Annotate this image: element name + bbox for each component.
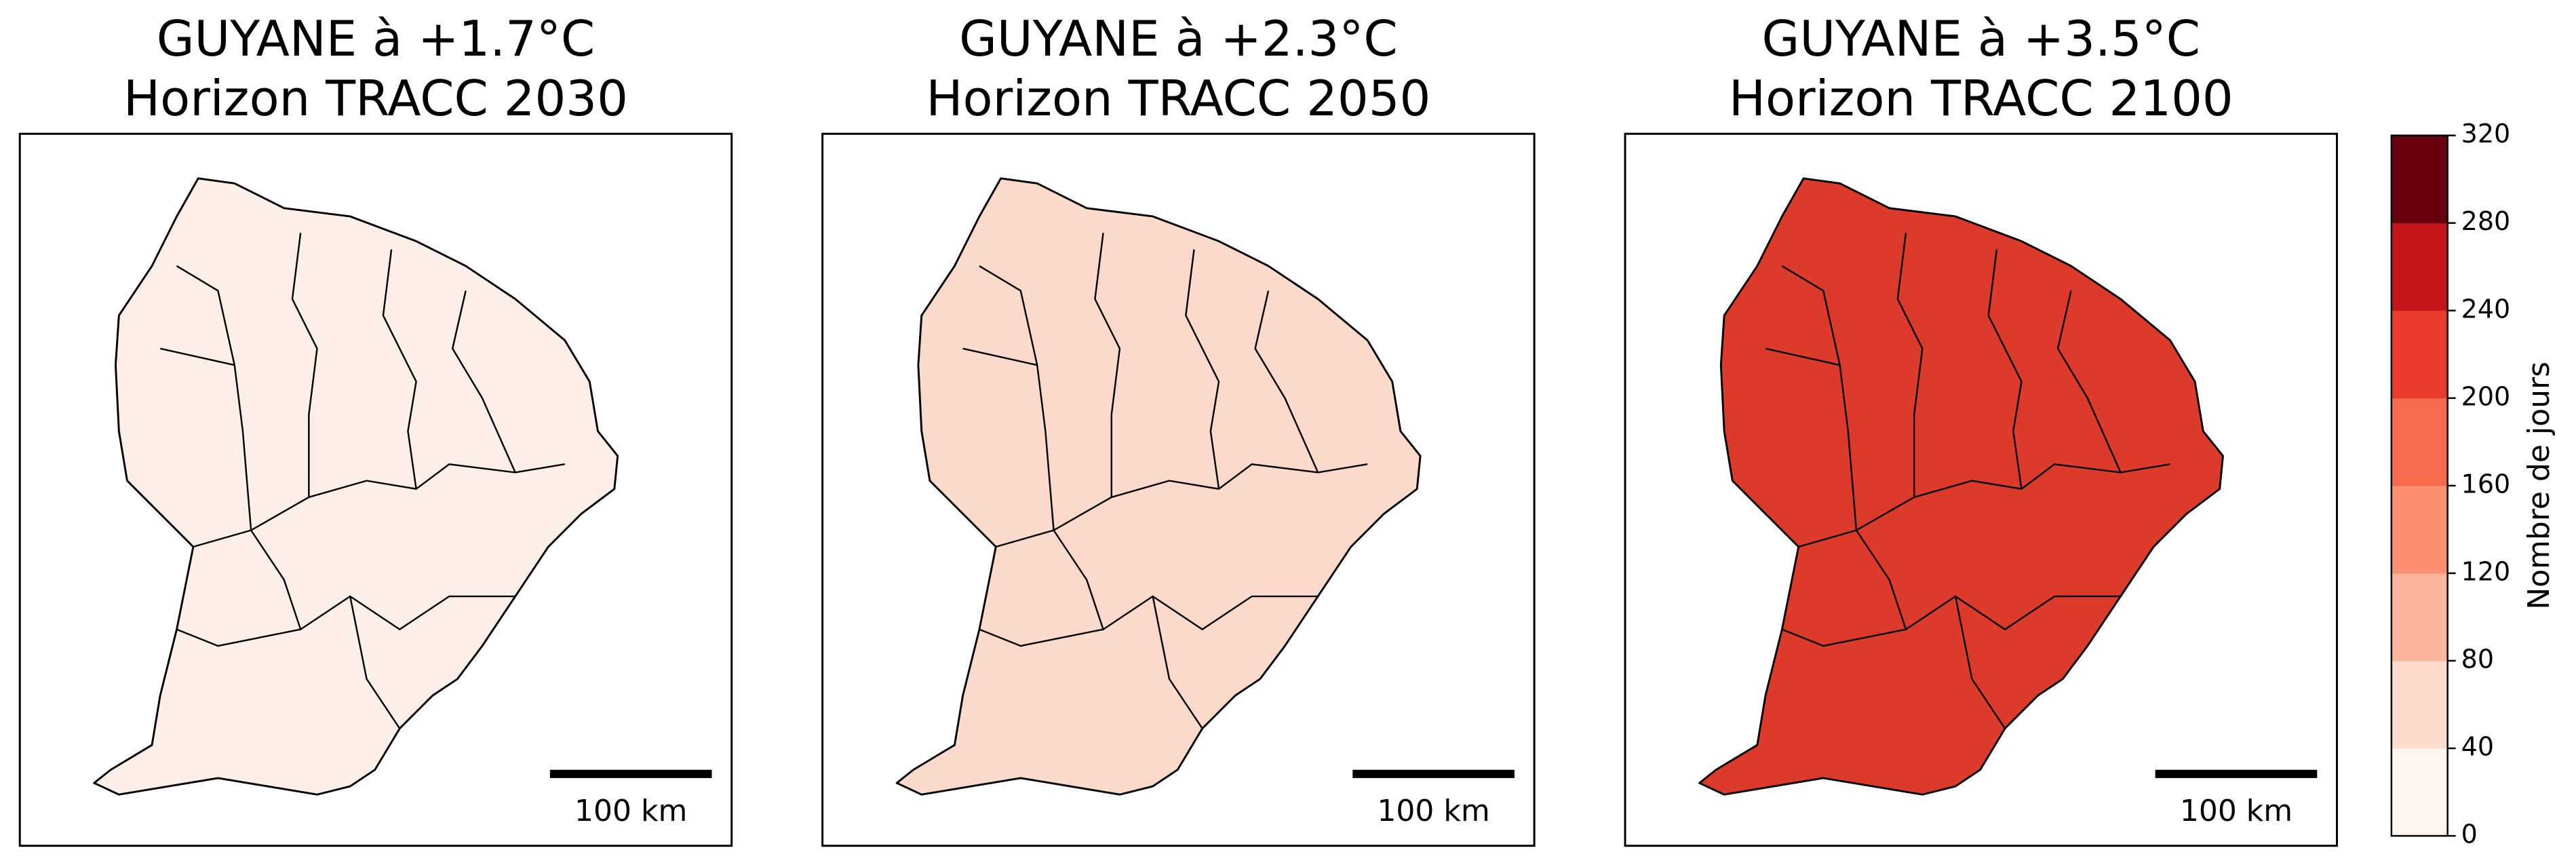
scale-label: 100 km [574,794,687,828]
panel-title: GUYANE à +2.3°C [959,10,1398,67]
territory [895,177,1422,796]
colorbar-tick-label: 160 [2461,469,2511,499]
commune-borders [159,233,565,729]
colorbar-tick-label: 0 [2461,820,2478,849]
colorbar-label: Nombre de jours [2522,362,2556,610]
panel-subtitle: Horizon TRACC 2030 [123,70,628,127]
colorbar-tick-label: 80 [2461,644,2494,674]
map [895,177,1422,796]
color-bin [2391,573,2448,661]
colorbar-tick-label: 120 [2461,556,2511,586]
scale-bar [2155,769,2318,778]
scale-label: 100 km [2180,794,2292,828]
color-bin [2391,485,2448,574]
panel-subtitle: Horizon TRACC 2100 [1729,70,2233,127]
map [1698,177,2224,796]
commune-borders [962,233,1368,729]
color-bin [2391,135,2448,224]
scale-bar [1352,769,1515,778]
territory [1698,177,2224,796]
color-bin [2391,398,2448,486]
colorbar-tick-label: 240 [2461,294,2511,324]
color-bin [2391,748,2448,836]
colorbar-tick-label: 320 [2461,119,2511,149]
color-bin [2391,223,2448,311]
colorbar-tick-label: 200 [2461,381,2511,411]
scale-label: 100 km [1377,794,1489,828]
color-bin [2391,310,2448,399]
territory [93,177,619,796]
commune-borders [1765,233,2170,729]
colorbar-tick-label: 40 [2461,732,2494,762]
map [93,177,619,796]
panel-subtitle: Horizon TRACC 2050 [926,70,1430,127]
scale-bar [549,769,712,778]
color-bin [2391,661,2448,749]
panel-title: GUYANE à +1.7°C [157,10,596,67]
colorbar-tick-label: 280 [2461,206,2511,236]
panel-title: GUYANE à +3.5°C [1762,10,2201,67]
